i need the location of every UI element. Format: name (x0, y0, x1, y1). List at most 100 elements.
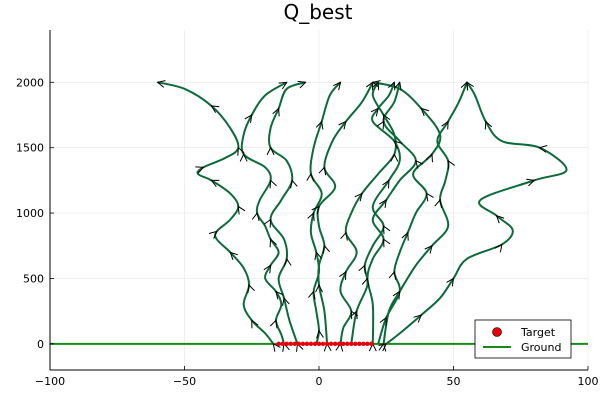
arrow-marker (315, 283, 323, 293)
arrow-marker (484, 120, 493, 130)
target-point (280, 341, 285, 347)
y-tick-label: 2000 (16, 76, 44, 89)
legend-target-marker (492, 327, 502, 337)
arrow-marker (263, 264, 272, 274)
arrow-marker (446, 277, 455, 287)
arrow-marker (383, 238, 391, 248)
arrow-marker (338, 120, 347, 130)
trajectory-6 (339, 81, 397, 345)
y-tick-label: 0 (37, 338, 44, 351)
target-point (312, 341, 318, 347)
legend: Target Ground (474, 319, 572, 359)
arrow-marker (208, 230, 218, 239)
arrow-marker (275, 290, 284, 300)
x-tick-label: 50 (447, 375, 461, 388)
arrow-marker (358, 264, 366, 274)
arrow-marker (210, 179, 220, 187)
arrow-marker (272, 342, 281, 352)
arrow-marker (156, 80, 166, 88)
arrow-marker (361, 277, 370, 287)
arrow-marker (333, 81, 342, 91)
arrow-marker (393, 140, 403, 149)
arrow-marker (247, 283, 255, 293)
arrow-marker (371, 80, 381, 88)
legend-label: Ground (521, 341, 561, 354)
arrow-marker (237, 205, 246, 215)
arrow-marker (314, 251, 322, 261)
target-point (349, 341, 354, 347)
target-point (357, 341, 362, 347)
target-point (284, 341, 289, 347)
target-point (369, 341, 374, 347)
target-point (332, 341, 338, 347)
arrow-marker (441, 120, 449, 130)
arrow-marker (382, 179, 390, 189)
arrow-marker (378, 342, 387, 352)
x-tick-label: 100 (578, 375, 599, 388)
legend-label: Target (520, 326, 556, 339)
trajectory-4 (309, 81, 342, 345)
arrow-marker (376, 120, 385, 130)
arrow-marker (322, 244, 331, 254)
arrow-marker (415, 159, 424, 169)
arrows (156, 80, 548, 352)
arrow-marker (495, 214, 505, 224)
target-point (361, 341, 366, 347)
target-markers (276, 341, 374, 347)
arrow-marker (383, 225, 391, 235)
arrow-marker (392, 290, 401, 300)
arrow-marker (272, 107, 280, 117)
arrow-marker (424, 244, 433, 254)
target-point (296, 341, 302, 347)
target-point (316, 341, 322, 347)
arrow-marker (244, 114, 253, 123)
arrow-marker (526, 178, 536, 187)
y-tick-label: 500 (23, 272, 44, 285)
target-point (336, 341, 342, 347)
arrow-marker (315, 120, 324, 130)
arrow-marker (538, 145, 548, 153)
target-point (308, 341, 314, 347)
arrow-marker (425, 153, 433, 163)
arrow-marker (311, 205, 320, 215)
arrow-marker (350, 310, 359, 320)
chart-title: Q_best (283, 0, 352, 24)
y-tick-label: 1500 (16, 142, 44, 155)
arrow-marker (251, 319, 259, 329)
arrow-marker (239, 153, 248, 162)
target-point (324, 341, 330, 347)
trajectory-3 (268, 81, 306, 345)
arrow-marker (413, 314, 423, 323)
x-tick-label: 0 (316, 375, 323, 388)
arrow-marker (278, 81, 288, 90)
arrow-marker (269, 238, 277, 248)
arrow-marker (494, 243, 503, 253)
arrow-marker (307, 212, 315, 222)
arrow-marker (354, 192, 363, 202)
arrow-marker (263, 218, 272, 228)
trajectory-2 (240, 81, 288, 345)
arrow-marker (378, 343, 388, 352)
target-point (304, 341, 310, 347)
target-point (276, 341, 281, 347)
arrow-marker (390, 153, 399, 162)
arrow-marker (269, 179, 277, 189)
arrow-marker (237, 146, 245, 156)
arrow-marker (195, 166, 205, 174)
target-point (288, 341, 293, 347)
target-point (365, 341, 370, 347)
arrow-marker (210, 105, 220, 113)
arrow-marker (339, 270, 347, 280)
arrow-marker (350, 310, 358, 320)
arrow-marker (340, 231, 348, 241)
target-point (300, 341, 306, 347)
arrow-marker (318, 166, 327, 176)
target-point (353, 341, 358, 347)
x-tick-labels: −100 −50 0 50 100 (35, 366, 599, 388)
arrow-marker (269, 319, 278, 329)
arrow-marker (383, 113, 391, 124)
arrow-marker (466, 81, 474, 91)
x-tick-label: −50 (173, 375, 196, 388)
y-tick-labels: 0 500 1000 1500 2000 (16, 76, 54, 351)
